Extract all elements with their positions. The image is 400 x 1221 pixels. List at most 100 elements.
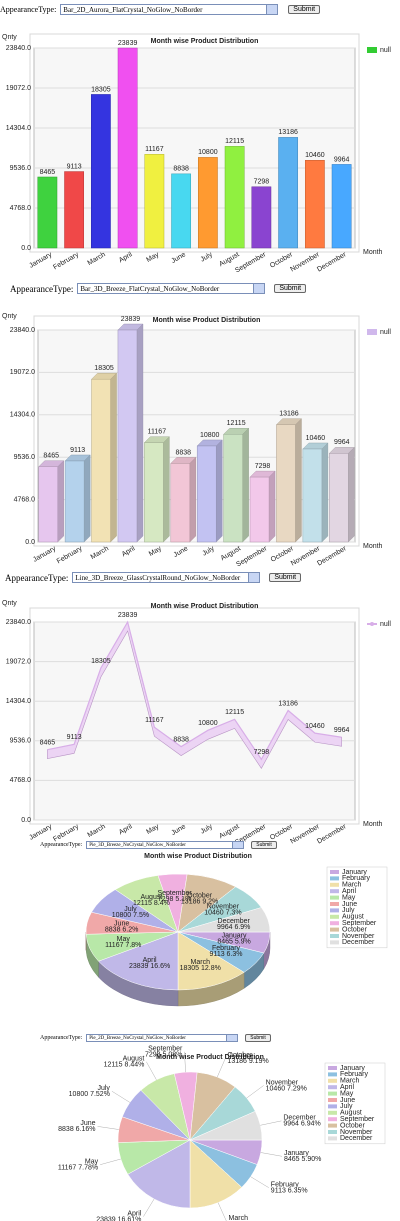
- slice-label: October: [227, 1052, 253, 1059]
- appearance-select[interactable]: Line_3D_Breeze_GlassCrystalRound_NoGlow_…: [72, 572, 261, 583]
- appearance-select[interactable]: Bar_3D_Breeze_FlatCrystal_NoGlow_NoBorde…: [77, 283, 266, 294]
- slice-label: December: [283, 1115, 316, 1122]
- legend-swatch: [330, 934, 339, 938]
- legend-swatch: [328, 1130, 337, 1134]
- y-axis-label: Qnty: [2, 34, 17, 41]
- bar-side: [136, 323, 144, 543]
- bar: [37, 176, 58, 249]
- submit-button[interactable]: Submit: [274, 284, 307, 293]
- x-axis-label: Month: [363, 249, 383, 256]
- legend-swatch: [330, 882, 339, 887]
- legend-label: September: [340, 1116, 375, 1123]
- bar-side: [216, 439, 223, 543]
- bar: [223, 434, 243, 543]
- x-tick-label: April: [118, 251, 134, 264]
- legend-label: May: [342, 894, 356, 901]
- data-label: 9964: [334, 439, 350, 446]
- slice-label: May: [117, 936, 131, 943]
- slice-label: September: [157, 890, 192, 897]
- slice-value: 8838 6.16%: [58, 1126, 95, 1133]
- legend-label: August: [342, 914, 364, 921]
- slice-value: 23839 16.6%: [129, 963, 170, 970]
- bar: [276, 424, 296, 543]
- bar: [117, 329, 138, 543]
- leader-line: [111, 1091, 131, 1103]
- data-label: 8465: [43, 453, 59, 460]
- appearance-select[interactable]: Pie_3D_Breeze_NoCrystal_NoGlow_NoBorder: [86, 841, 245, 849]
- slice-value: 10800 7.5%: [112, 912, 149, 919]
- bar-side: [242, 427, 249, 543]
- legend-swatch: [330, 914, 339, 919]
- legend-label: March: [342, 882, 362, 889]
- data-label: 11167: [145, 717, 164, 724]
- x-tick-label: June: [170, 823, 187, 837]
- legend-swatch: [330, 940, 339, 945]
- x-tick-label: March: [86, 823, 106, 839]
- data-label: 23839: [118, 612, 138, 619]
- data-label: 23839: [118, 40, 138, 47]
- slice-label: June: [114, 920, 129, 927]
- legend-swatch: [328, 1136, 337, 1141]
- x-tick-label: December: [316, 251, 348, 274]
- control-row: AppearanceType: Bar_2D_Aurora_FlatCrysta…: [0, 4, 321, 15]
- legend-swatch: [328, 1110, 337, 1115]
- legend-label: May: [340, 1090, 354, 1097]
- legend-label: June: [340, 1097, 355, 1104]
- slice-label: August: [141, 894, 163, 901]
- legend-swatch: [328, 1117, 337, 1122]
- bar-side: [348, 446, 355, 543]
- legend-label: April: [340, 1084, 354, 1091]
- bar: [224, 146, 245, 249]
- appearance-select[interactable]: Pie_2D_Breeze_NoCrystal_NoGlow_NoBorder: [86, 1034, 239, 1042]
- submit-button[interactable]: Submit: [251, 841, 277, 849]
- legend-swatch: [330, 876, 339, 881]
- leader-line: [217, 1058, 226, 1078]
- bar: [302, 448, 323, 543]
- y-tick-label: 14304.0: [6, 698, 31, 705]
- legend-label: February: [340, 1071, 369, 1078]
- appearance-select[interactable]: Bar_2D_Aurora_FlatCrystal_NoGlow_NoBorde…: [60, 4, 279, 15]
- bar: [91, 378, 111, 543]
- slice-value: 7298 5.08%: [145, 1052, 182, 1059]
- leader-line: [146, 1061, 157, 1080]
- bar: [144, 442, 164, 543]
- data-label: 8838: [176, 449, 192, 456]
- chart-title: Month wise Product Distribution: [151, 603, 259, 610]
- x-tick-label: April: [118, 823, 134, 836]
- slice-label: March: [229, 1215, 249, 1221]
- bar-side: [268, 470, 276, 543]
- leader-line: [260, 1152, 283, 1157]
- control-row: AppearanceType: Pie_2D_Breeze_NoCrystal_…: [40, 1034, 271, 1042]
- slice-value: 10460 7.29%: [266, 1085, 307, 1092]
- slice-value: 9964 6.9%: [217, 924, 250, 931]
- legend-swatch: [328, 1123, 337, 1128]
- submit-button[interactable]: Submit: [288, 5, 321, 14]
- control-label: AppearanceType:: [40, 842, 83, 848]
- legend-swatch: [330, 902, 339, 906]
- x-tick-label: May: [145, 823, 160, 836]
- legend-swatch: [328, 1078, 337, 1083]
- slice-label: March: [191, 959, 211, 966]
- legend-swatch: [328, 1098, 337, 1102]
- y-tick-label: 23840.0: [10, 327, 35, 334]
- slice-label: February: [212, 945, 241, 952]
- y-tick-label: 4768.0: [14, 496, 36, 503]
- y-tick-label: 0.0: [21, 245, 31, 252]
- data-label: 9113: [70, 447, 85, 454]
- plot-area: [37, 329, 356, 543]
- legend-swatch: [367, 47, 377, 53]
- bar: [170, 463, 191, 543]
- data-label: 9964: [334, 727, 350, 734]
- bar-side: [295, 418, 302, 543]
- y-tick-label: 4768.0: [10, 205, 32, 212]
- legend-swatch: [330, 908, 339, 913]
- legend-label: December: [340, 1135, 373, 1142]
- bar: [38, 466, 58, 543]
- data-label: 11167: [148, 429, 167, 436]
- x-tick-label: March: [86, 251, 106, 267]
- x-tick-label: December: [316, 823, 348, 846]
- data-label: 23839: [121, 316, 141, 323]
- submit-button[interactable]: Submit: [269, 573, 302, 582]
- bar: [331, 164, 352, 249]
- submit-button[interactable]: Submit: [245, 1034, 271, 1042]
